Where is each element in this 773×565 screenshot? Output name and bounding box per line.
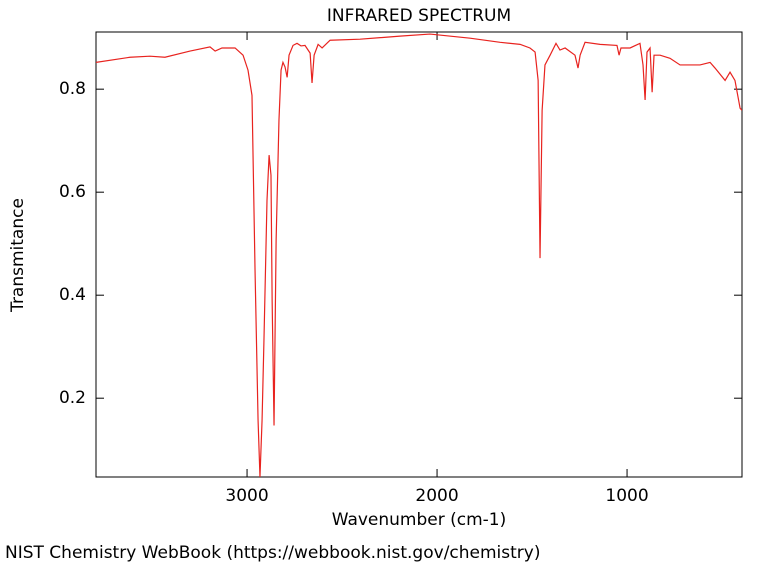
x-tick-label: 3000 — [225, 486, 268, 506]
source-note: NIST Chemistry WebBook (https://webbook.… — [5, 543, 540, 563]
spectrum-line — [96, 33, 742, 477]
y-tick-label: 0.8 — [59, 79, 86, 99]
chart-title: INFRARED SPECTRUM — [327, 6, 511, 26]
x-tick-label: 1000 — [605, 486, 648, 506]
plot-frame — [95, 31, 743, 478]
x-axis-label: Wavenumber (cm-1) — [332, 510, 507, 530]
x-tick-label: 2000 — [415, 486, 458, 506]
y-tick-label: 0.2 — [59, 388, 86, 408]
y-tick-label: 0.6 — [59, 182, 86, 202]
y-tick-label: 0.4 — [59, 285, 86, 305]
y-axis-label: Transmitance — [8, 198, 28, 313]
